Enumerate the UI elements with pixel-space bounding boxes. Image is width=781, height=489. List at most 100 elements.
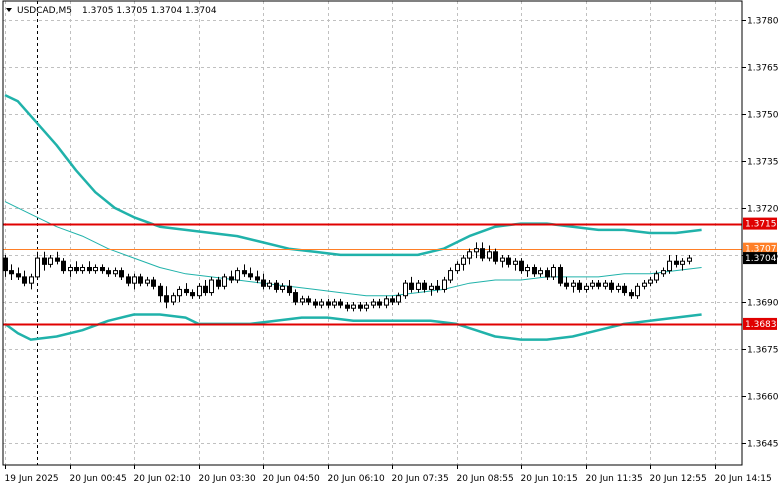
candle-body: [629, 292, 634, 297]
candle-body: [564, 282, 569, 287]
candle-body: [403, 282, 408, 297]
x-tick-label: 20 Jun 11:35: [586, 474, 643, 484]
y-tick-label: 1.3660: [747, 393, 779, 403]
candle-body: [3, 257, 8, 272]
candle-body: [158, 285, 163, 297]
candles: [3, 242, 692, 312]
y-tick-label: 1.3720: [747, 205, 779, 215]
candle-body: [667, 260, 672, 272]
candle-body: [306, 298, 311, 303]
price-badge-0: [743, 217, 777, 230]
candle-body: [100, 266, 105, 272]
candle-body: [545, 270, 550, 278]
candle-body: [164, 295, 169, 303]
candle-body: [500, 257, 505, 262]
bollinger-middle-line: [4, 201, 702, 297]
candle-body: [216, 279, 221, 287]
candle-body: [326, 301, 331, 306]
y-tick-label: 1.3765: [747, 64, 779, 74]
candle-body: [74, 266, 79, 272]
candle-body: [338, 301, 343, 306]
candle-body: [422, 282, 427, 290]
candle-body: [409, 282, 414, 290]
candle-body: [242, 270, 247, 275]
candle-body: [642, 282, 647, 287]
candle-body: [222, 276, 227, 287]
candle-body: [229, 276, 234, 281]
x-tick-label: 20 Jun 14:15: [715, 474, 772, 484]
price-badge-label: 1.3683: [745, 320, 777, 330]
candle-body: [319, 301, 324, 306]
y-tick-label: 1.3780: [747, 17, 779, 27]
candle-body: [261, 279, 266, 287]
candle-body: [474, 248, 479, 253]
candle-body: [358, 304, 363, 309]
candle-body: [525, 266, 530, 272]
price-levels[interactable]: [3, 223, 742, 326]
x-tick-label: 19 Jun 2025: [5, 474, 59, 484]
candle-body: [584, 285, 589, 290]
collapse-triangle-icon[interactable]: [6, 8, 12, 12]
candle-body: [558, 266, 563, 284]
candle-body: [577, 282, 582, 290]
candle-body: [506, 257, 511, 265]
candle-body: [48, 257, 53, 265]
candle-body: [345, 304, 350, 309]
ohlc-values: 1.3705 1.3705 1.3704 1.3704: [82, 6, 217, 16]
candle-body: [106, 270, 111, 275]
candle-body: [480, 248, 485, 259]
candle-body: [377, 301, 382, 306]
candle-body: [590, 282, 595, 287]
candle-body: [300, 298, 305, 303]
candle-body: [248, 273, 253, 278]
chart-title: USDCAD,M5 1.3705 1.3705 1.3704 1.3704: [6, 6, 217, 16]
candle-body: [648, 279, 653, 284]
candle-body: [680, 260, 685, 265]
candle-body: [267, 282, 272, 287]
candle-body: [448, 270, 453, 281]
candle-body: [371, 301, 376, 306]
candle-body: [513, 260, 518, 265]
candle-body: [519, 260, 524, 272]
candle-body: [609, 282, 614, 290]
candle-body: [351, 304, 356, 309]
candle-body: [603, 282, 608, 287]
candle-body: [9, 270, 14, 275]
x-tick-label: 20 Jun 07:35: [392, 474, 449, 484]
candle-body: [55, 257, 60, 262]
candle-body: [119, 270, 124, 278]
x-tick-label: 20 Jun 00:45: [70, 474, 127, 484]
candle-body: [235, 270, 240, 281]
candle-body: [177, 288, 182, 297]
candle-body: [661, 270, 666, 275]
candle-body: [396, 295, 401, 303]
candle-body: [654, 273, 659, 281]
candle-body: [190, 292, 195, 297]
candle-body: [22, 276, 27, 284]
time-axis[interactable]: 19 Jun 2025 20 Jun 00:45 20 Jun 02:10 20 Ju…: [5, 465, 772, 484]
x-tick-label: 20 Jun 10:15: [521, 474, 578, 484]
candle-body: [390, 298, 395, 303]
candle-body: [416, 282, 421, 290]
candle-body: [313, 301, 318, 306]
price-badge-label: 1.3704: [745, 254, 777, 264]
chart-grid: [3, 1, 742, 465]
candle-body: [209, 279, 214, 294]
price-badge-label: 1.3707: [745, 245, 777, 255]
bollinger-lower-line: [4, 313, 702, 341]
candle-body: [532, 266, 537, 275]
candle-body: [29, 276, 34, 284]
y-tick-label: 1.3645: [747, 440, 779, 450]
candle-body: [538, 270, 543, 275]
candle-body: [132, 276, 137, 284]
candle-body: [674, 260, 679, 265]
candle-body: [203, 285, 208, 294]
candle-body: [442, 279, 447, 290]
candle-body: [171, 295, 176, 303]
bollinger-upper-line: [4, 93, 702, 257]
candle-body: [93, 266, 98, 272]
candle-body: [113, 270, 118, 275]
